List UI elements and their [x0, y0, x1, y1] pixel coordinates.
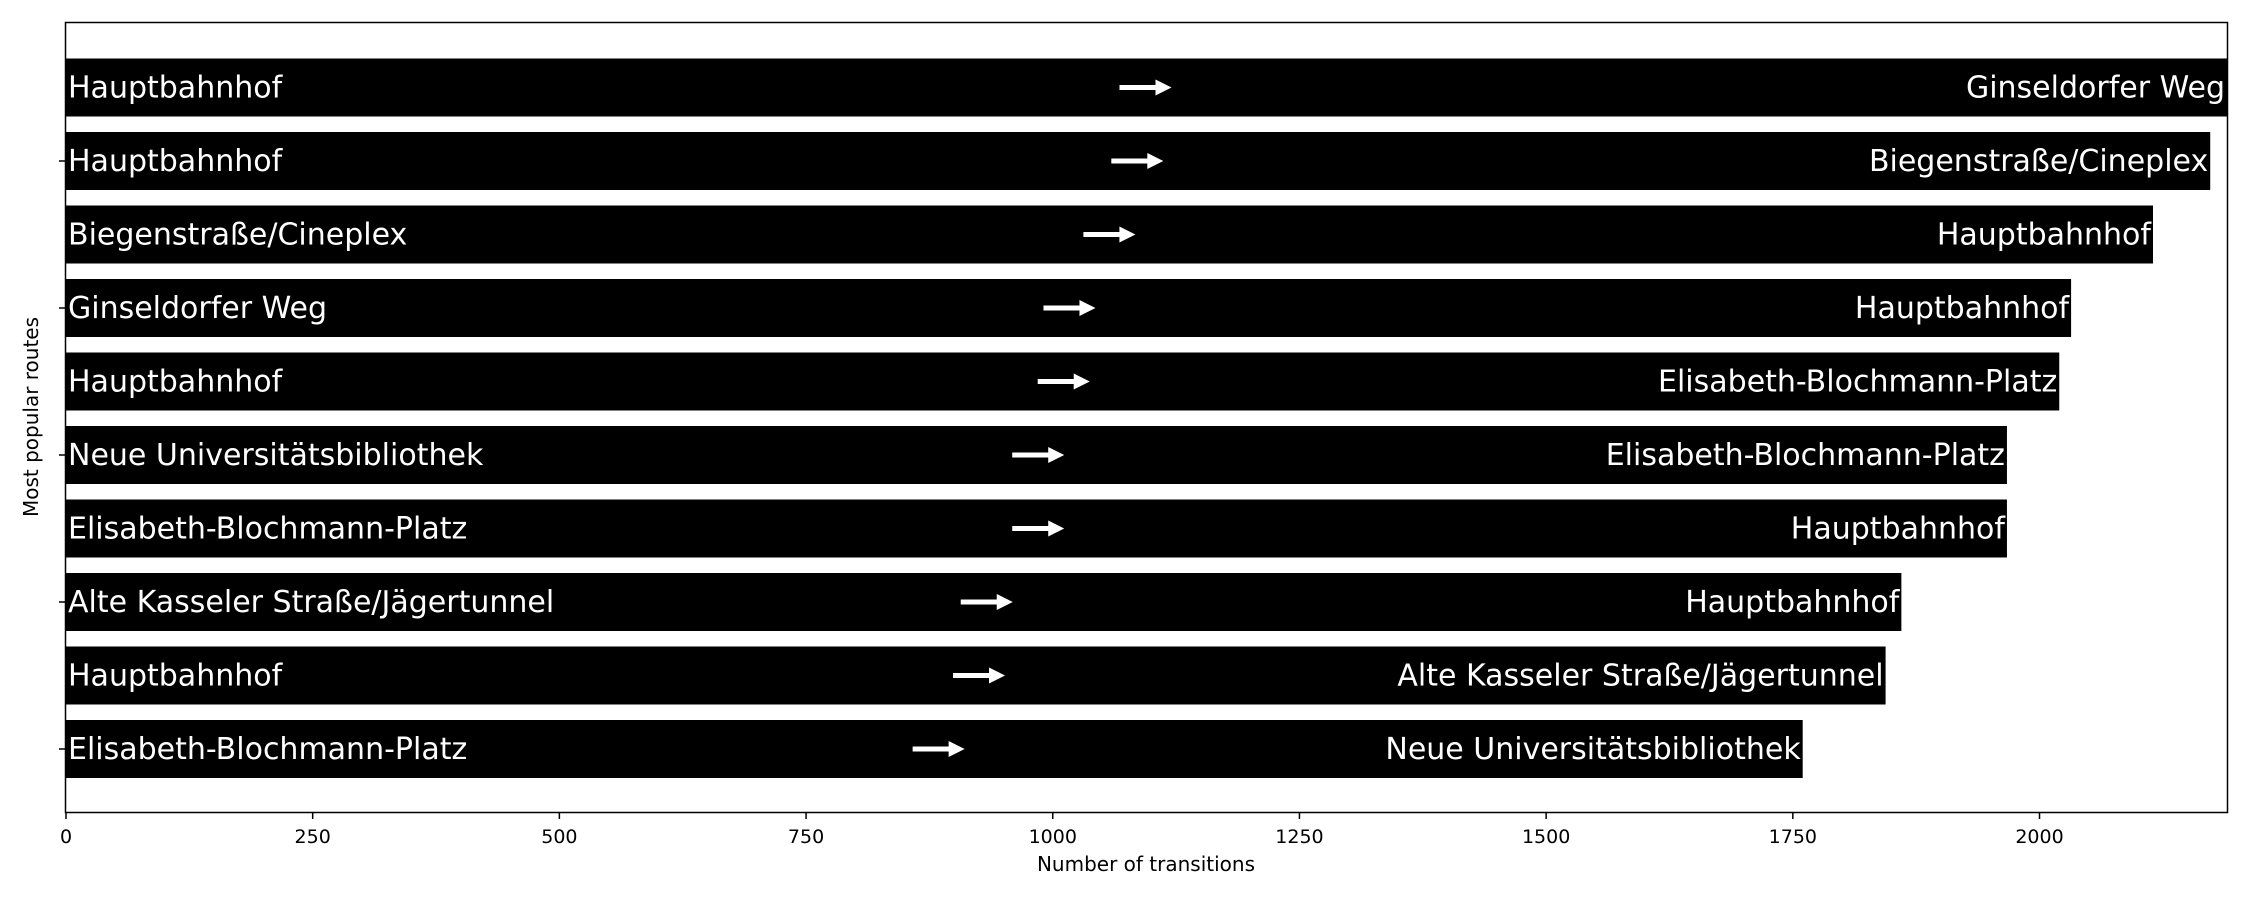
x-tick-label: 0	[60, 826, 72, 848]
x-axis-label: Number of transitions	[1037, 852, 1255, 876]
plot-frame	[64, 21, 2229, 814]
route-to-label: Elisabeth-Blochmann-Platz	[1658, 365, 2057, 400]
arrow-right-icon	[953, 667, 1006, 684]
route-bar-group: Hauptbahnhof Alte Kasseler Straße/Jägertu…	[66, 646, 1886, 705]
route-to-label: Ginseldorfer Weg	[1966, 71, 2225, 106]
route-from-label: Biegenstraße/Cineplex	[68, 218, 407, 253]
x-tick-label: 500	[541, 826, 577, 848]
route-bar-group: Hauptbahnhof Biegenstraße/Cineplex	[66, 132, 2211, 190]
route-from-label: Ginseldorfer Weg	[68, 291, 327, 326]
route-from-label: Hauptbahnhof	[68, 144, 284, 179]
x-tick-label: 1500	[1522, 826, 1570, 848]
route-from-label: Alte Kasseler Straße/Jägertunnel	[68, 585, 554, 620]
route-to-label: Alte Kasseler Straße/Jägertunnel	[1397, 659, 1883, 694]
x-axis-ticks: 0 250 500 750 1000 1250 1500 1750 2000	[60, 812, 2064, 848]
route-from-label: Hauptbahnhof	[68, 365, 284, 400]
x-tick-label: 2000	[2015, 826, 2063, 848]
route-from-label: Elisabeth-Blochmann-Platz	[68, 732, 467, 767]
route-to-label: Neue Universitätsbibliothek	[1385, 732, 1801, 767]
arrow-right-icon	[1012, 447, 1065, 463]
arrow-right-icon	[1119, 79, 1172, 96]
route-bar-group: Hauptbahnhof Elisabeth-Blochmann-Platz	[66, 352, 2060, 411]
x-tick-label: 750	[788, 826, 824, 848]
route-from-label: Elisabeth-Blochmann-Platz	[68, 512, 467, 547]
route-to-label: Biegenstraße/Cineplex	[1869, 144, 2208, 179]
route-bar-group: Biegenstraße/Cineplex Hauptbahnhof	[66, 205, 2153, 264]
arrow-right-icon	[960, 594, 1013, 610]
y-axis-label: Most popular routes	[19, 317, 43, 517]
route-bar-group: Hauptbahnhof Ginseldorfer Weg	[66, 58, 2227, 117]
route-bar-group: Ginseldorfer Weg Hauptbahnhof	[66, 279, 2072, 337]
route-bar-group: Neue Universitätsbibliothek Elisabeth-Blo…	[66, 426, 2007, 484]
x-tick-label: 1250	[1275, 826, 1323, 848]
route-to-label: Hauptbahnhof	[1685, 585, 1901, 620]
x-tick-label: 250	[295, 826, 331, 848]
route-from-label: Hauptbahnhof	[68, 659, 284, 694]
bars-layer: Hauptbahnhof Ginseldorfer WegHauptbahnhof…	[66, 58, 2227, 778]
route-to-label: Hauptbahnhof	[1937, 218, 2153, 253]
route-bar-group: Elisabeth-Blochmann-Platz Hauptbahnhof	[66, 499, 2007, 558]
route-from-label: Hauptbahnhof	[68, 71, 284, 106]
route-bar-group: Alte Kasseler Straße/Jägertunnel Hauptbah…	[66, 573, 1902, 631]
route-to-label: Elisabeth-Blochmann-Platz	[1606, 438, 2005, 473]
arrow-right-icon	[1083, 226, 1136, 243]
route-from-label: Neue Universitätsbibliothek	[68, 438, 484, 473]
route-to-label: Hauptbahnhof	[1791, 512, 2007, 547]
x-tick-label: 1000	[1029, 826, 1077, 848]
route-to-label: Hauptbahnhof	[1855, 291, 2071, 326]
arrow-right-icon	[1037, 373, 1090, 390]
arrow-right-icon	[1111, 153, 1164, 169]
x-tick-label: 1750	[1769, 826, 1817, 848]
arrow-right-icon	[912, 741, 965, 757]
arrow-right-icon	[1012, 520, 1065, 537]
arrow-right-icon	[1043, 300, 1096, 316]
route-bar-group: Elisabeth-Blochmann-Platz Neue Universitä…	[66, 720, 1803, 778]
